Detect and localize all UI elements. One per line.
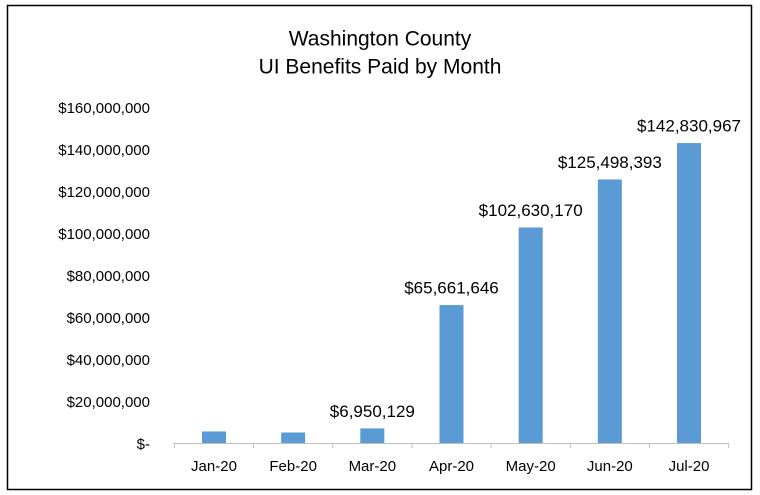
- y-tick-label: $140,000,000: [58, 142, 150, 159]
- x-tick-label: Jun-20: [587, 458, 633, 475]
- y-tick-label: $120,000,000: [58, 184, 150, 201]
- bar: [677, 143, 702, 443]
- x-tick-label: Mar-20: [349, 458, 397, 475]
- data-label: $6,950,129: [330, 402, 415, 421]
- y-tick-label: $160,000,000: [58, 100, 150, 117]
- y-tick-label: $100,000,000: [58, 226, 150, 243]
- y-tick-label: $80,000,000: [67, 268, 150, 285]
- y-tick-label: $-: [137, 436, 150, 453]
- data-label: $142,830,967: [637, 117, 741, 136]
- bar: [439, 305, 464, 443]
- bar: [281, 432, 306, 443]
- x-tick-label: Jan-20: [191, 458, 237, 475]
- y-tick-label: $20,000,000: [67, 394, 150, 411]
- x-tick-label: May-20: [506, 458, 556, 475]
- data-label: $65,661,646: [404, 279, 499, 298]
- bar: [518, 227, 543, 443]
- data-label: $125,498,393: [558, 153, 662, 172]
- y-tick-label: $40,000,000: [67, 352, 150, 369]
- y-tick-label: $60,000,000: [67, 310, 150, 327]
- chart-subtitle: UI Benefits Paid by Month: [259, 56, 502, 79]
- x-tick-label: Feb-20: [269, 458, 317, 475]
- bar: [597, 179, 622, 443]
- x-tick-label: Apr-20: [429, 458, 474, 475]
- chart-title: Washington County: [289, 28, 472, 51]
- bar: [201, 431, 226, 443]
- chart-frame: [6, 4, 753, 491]
- data-label: $102,630,170: [479, 201, 583, 220]
- x-tick-label: Jul-20: [669, 458, 710, 475]
- bar: [360, 428, 385, 443]
